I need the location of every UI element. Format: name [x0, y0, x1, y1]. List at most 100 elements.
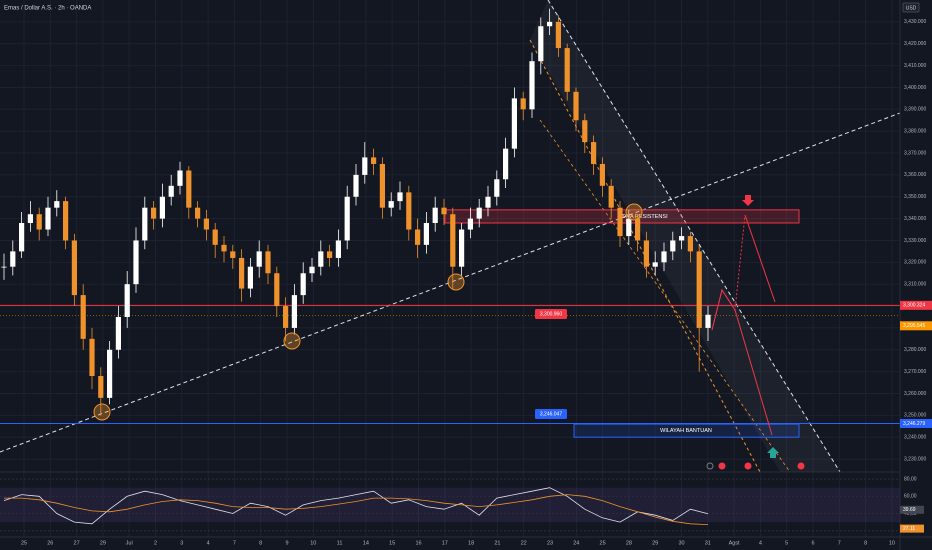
projection-line [744, 214, 776, 303]
y-tick-label: 3,430.000 [904, 19, 926, 25]
currency-box [902, 2, 920, 13]
price-note-label: 3,300.960 [540, 311, 562, 317]
rsi-tag [900, 524, 924, 533]
candle-body [133, 240, 139, 285]
candle-body [107, 349, 113, 398]
swing-circle [625, 203, 643, 221]
x-tick-label: 17 [442, 540, 448, 546]
candle-body [423, 222, 429, 245]
candle-body [459, 229, 465, 267]
candle-body [529, 61, 535, 110]
y-tick-label: 3,390.000 [904, 107, 926, 113]
candle-body [397, 192, 403, 202]
candle-body [186, 170, 192, 208]
candle-body [617, 207, 623, 237]
candle-body [327, 251, 333, 258]
level-label: 3,300.324 [903, 303, 925, 309]
y-tick-label: 3,340.000 [904, 216, 926, 222]
x-tick-label: Agst [729, 540, 740, 546]
y2-tick-label: 40,00 [904, 511, 917, 517]
rsi-line [3, 487, 709, 525]
candle-body [432, 207, 438, 223]
y-tick-label: 3,240.000 [904, 435, 926, 441]
candle-body [265, 251, 271, 274]
candle-body [467, 218, 473, 230]
x-tick-label: 3 [180, 540, 183, 546]
candle-body [494, 179, 500, 197]
y-tick-label: 3,400.000 [904, 85, 926, 91]
price-note-box [535, 308, 567, 319]
candle-body [441, 207, 447, 215]
y2-tick-label: 80,00 [904, 476, 917, 482]
y-tick-label: 3,260.000 [904, 391, 926, 397]
y-tick-label: 3,230.000 [904, 456, 926, 462]
x-tick-label: 8 [864, 540, 867, 546]
candle-body [573, 91, 579, 121]
x-tick-label: 29 [652, 540, 658, 546]
candle-body [300, 273, 306, 296]
candle-body [247, 266, 253, 289]
x-tick-label: 2 [154, 540, 157, 546]
rsi-pane [0, 471, 932, 532]
candle-body [362, 157, 368, 175]
candle-body [89, 338, 95, 376]
chart-title: Emas / Dollar A.S. · 2h · OANDA [4, 6, 91, 12]
grid [0, 0, 900, 537]
zone-label: WILAYAH BANTUAN [660, 428, 712, 434]
candle-body [230, 251, 236, 258]
candle-body [608, 185, 614, 208]
arrow-up [767, 447, 779, 458]
y-tick-label: 3,310.000 [904, 282, 926, 288]
x-tick-label: 21 [494, 540, 500, 546]
candle-body [142, 207, 148, 241]
swing-circle [283, 332, 301, 350]
candle-body [547, 21, 553, 27]
x-tick-label: 15 [389, 540, 395, 546]
x-tick-label: 9 [285, 540, 288, 546]
level-label: 3,295.545 [903, 323, 925, 329]
candle-body [476, 207, 482, 219]
x-tick-label: 25 [600, 540, 606, 546]
x-tick-label: 6 [811, 540, 814, 546]
x-tick-label: 28 [626, 540, 632, 546]
candle-body [283, 306, 289, 328]
x-tick-label: 24 [573, 540, 579, 546]
y-tick-label: 3,330.000 [904, 238, 926, 244]
rsi-band [0, 487, 900, 523]
x-tick-label: 4 [759, 540, 762, 546]
x-tick-label: 5 [785, 540, 788, 546]
swing-circle [447, 273, 465, 291]
candle-body [124, 284, 130, 317]
candle-body [10, 251, 16, 267]
candle-body [670, 240, 676, 252]
projection-line [711, 288, 773, 436]
candle-body [520, 98, 526, 110]
candle-body [371, 157, 377, 164]
candle-body [177, 170, 183, 186]
price-axis-bg [900, 0, 932, 550]
level-tag [900, 300, 932, 310]
candle-body [635, 218, 641, 241]
candle-body [643, 240, 649, 267]
candle-body [195, 207, 201, 219]
level-label: 3,246.279 [903, 421, 925, 427]
x-tick-label: 7 [233, 540, 236, 546]
y-tick-label: 3,280.000 [904, 347, 926, 353]
candle-body [511, 98, 517, 149]
event-icon [797, 462, 805, 470]
y-tick-label: 3,420.000 [904, 41, 926, 47]
zone [573, 423, 800, 438]
candle-body [415, 229, 421, 245]
y-tick-label: 3,270.000 [904, 369, 926, 375]
level-tag [900, 321, 932, 331]
candle-body [555, 21, 561, 49]
candle-body [71, 240, 77, 296]
x-tick-label: Jul [126, 540, 133, 546]
candle-body [705, 314, 711, 328]
candle-body [291, 295, 297, 328]
candle-body [652, 262, 658, 267]
event-icon [744, 462, 752, 470]
candle-body [599, 163, 605, 186]
candle-body [239, 257, 245, 289]
